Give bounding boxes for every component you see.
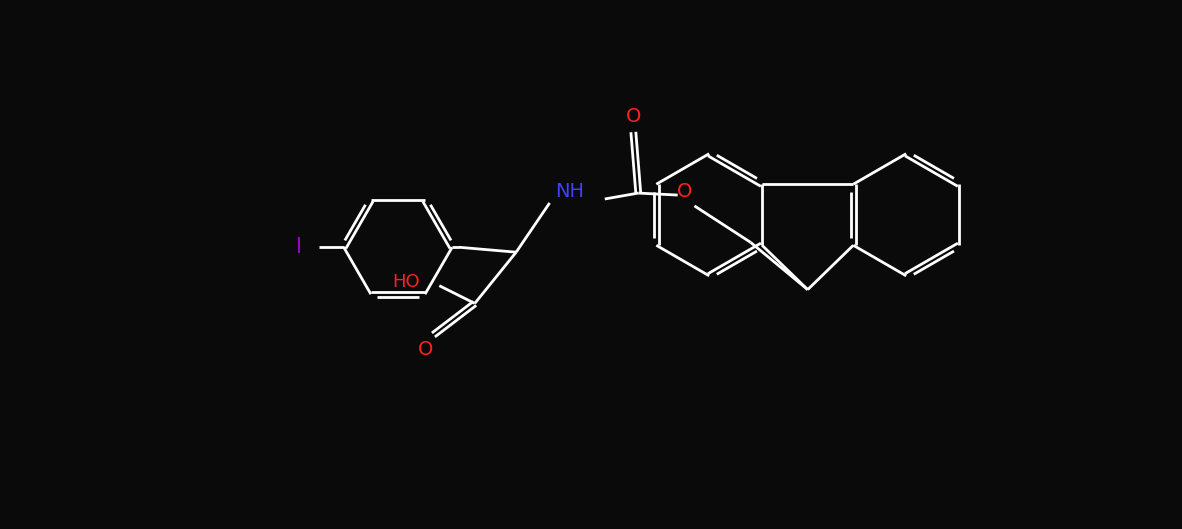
- Text: I: I: [297, 238, 303, 257]
- Text: O: O: [625, 107, 641, 126]
- Text: O: O: [677, 181, 693, 200]
- Text: HO: HO: [392, 273, 420, 291]
- Text: NH: NH: [554, 181, 584, 200]
- Text: O: O: [417, 340, 434, 359]
